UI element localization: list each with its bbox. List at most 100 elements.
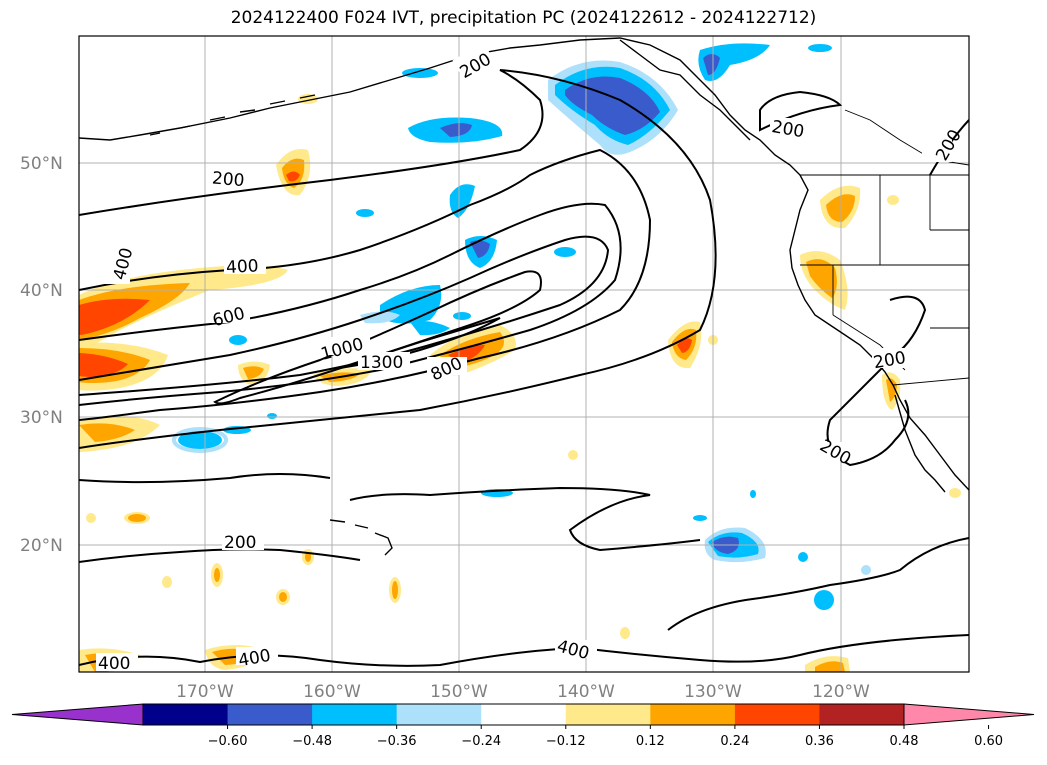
- bc-coast-detail: [619, 39, 751, 141]
- precip-east-peak: [677, 338, 692, 353]
- lat-label-20n: 20°N: [20, 536, 63, 556]
- contour-label-1300: 1300: [360, 353, 403, 373]
- precip-west-lower-peak: [79, 353, 128, 377]
- colorbar: −0.60 −0.48 −0.36 −0.24 −0.12 0.12 0.24 0.36 0.4…: [11, 703, 1035, 749]
- contour-label-400-c: 400: [98, 654, 130, 674]
- contour-label-200-b: 200: [211, 168, 245, 191]
- colorbar-tick-label: 0.60: [974, 734, 1003, 749]
- neg-dot-b: [814, 590, 834, 610]
- ivt-200-south: [79, 473, 701, 563]
- neg-ak-coast: [698, 43, 770, 81]
- precip-west-band: [79, 265, 288, 350]
- precip-dot-3-core: [392, 581, 398, 599]
- precip-dot-4-core: [279, 592, 287, 602]
- colorbar-segment: [396, 704, 482, 725]
- ivt-contours: [79, 69, 969, 667]
- colorbar-segment: [650, 704, 736, 725]
- colorbar-segment: [481, 704, 567, 725]
- colorbar-segment: [819, 704, 905, 725]
- precip-dot-13: [887, 195, 899, 205]
- colorbar-segment: [312, 704, 398, 725]
- ivt-200-north: [79, 69, 717, 449]
- colorbar-tick-label: 0.12: [636, 734, 665, 749]
- neg-ak-coast-core: [703, 54, 720, 75]
- neg-gulf-alaska-core: [565, 76, 660, 135]
- neg-dot-g: [267, 413, 277, 419]
- lat-label-40n: 40°N: [20, 281, 63, 301]
- neg-dot-c: [798, 552, 808, 562]
- neg-dot-e: [750, 490, 756, 498]
- colorbar-extend-max: [903, 703, 1035, 726]
- colorbar-extend-min: [11, 703, 144, 726]
- neg-dot-d: [861, 565, 871, 575]
- precip-west-band-peak: [79, 298, 150, 335]
- neg-dot-f: [402, 68, 438, 78]
- neg-band-2-core: [470, 240, 490, 258]
- ivt-400-south: [79, 537, 969, 667]
- colorbar-frame: [142, 703, 905, 726]
- neg-band-3-light: [360, 311, 400, 324]
- neg-ak-dot: [808, 44, 832, 52]
- neg-band-6: [554, 247, 576, 257]
- lon-label-170w: 170°W: [176, 682, 234, 702]
- lon-label-150w: 150°W: [430, 682, 488, 702]
- colorbar-tick-label: −0.24: [461, 734, 501, 749]
- colorbar-tick-label: 0.36: [805, 734, 834, 749]
- neg-band-4: [410, 320, 450, 336]
- baja-peninsula: [894, 394, 946, 493]
- precip-dot-11: [949, 488, 961, 498]
- colorbar-tick-label: 0.48: [890, 734, 919, 749]
- lon-axis: 170°W 160°W 150°W 140°W 130°W 120°W: [176, 682, 870, 702]
- precip-dot-9: [620, 627, 630, 639]
- neg-sw-1: [178, 431, 222, 449]
- precip-socal-core: [886, 378, 897, 402]
- colorbar-tick-label: −0.60: [208, 734, 248, 749]
- ivt-600: [79, 202, 622, 406]
- lon-label-160w: 160°W: [303, 682, 361, 702]
- colorbar-tick-label: −0.48: [292, 734, 332, 749]
- precip-dot-7: [86, 513, 96, 523]
- contour-labels: 200 200 200 200 200 200 200 400 400 400 …: [96, 42, 966, 674]
- precip-bottom-right-core: [815, 661, 845, 672]
- colorbar-segment: [143, 704, 229, 725]
- contour-label-200-g: 200: [224, 533, 256, 553]
- map-frame: [78, 35, 970, 673]
- lat-label-50n: 50°N: [20, 154, 63, 174]
- lon-label-120w: 120°W: [812, 682, 870, 702]
- ivt-400: [79, 148, 652, 421]
- precip-mid-left-core: [243, 366, 264, 379]
- lat-axis: 50°N 40°N 30°N 20°N: [20, 154, 63, 556]
- gridlines: [79, 36, 969, 672]
- lon-label-140w: 140°W: [557, 682, 615, 702]
- map-panel: 200 200 200 200 200 200 200 400 400 400 …: [79, 36, 969, 674]
- precip-sw-strip-core: [79, 423, 135, 442]
- ivt-800: [79, 235, 610, 396]
- precip-dot-6: [162, 576, 172, 588]
- neg-band-1: [449, 184, 475, 218]
- neg-north-1-core: [440, 123, 472, 137]
- lon-label-130w: 130°W: [684, 682, 742, 702]
- precip-north-blob-peak: [286, 171, 300, 182]
- colorbar-tick-label: −0.36: [377, 734, 417, 749]
- precip-dot-1-core: [128, 514, 146, 522]
- precip-dot-8: [568, 450, 578, 460]
- colorbar-segment: [565, 704, 651, 725]
- precip-california-core: [806, 259, 837, 298]
- colorbar-tick-label: −0.12: [546, 734, 586, 749]
- contour-label-400-b: 400: [226, 256, 259, 278]
- precip-dot-2-core: [214, 568, 220, 582]
- neg-dot-a: [693, 515, 707, 521]
- aleutian-chain: [149, 94, 316, 136]
- neg-sw-4: [356, 209, 374, 217]
- hawaii-main: [329, 519, 393, 556]
- colorbar-segment: [734, 704, 820, 725]
- neg-band-5: [453, 312, 471, 320]
- map-title: 2024122400 F024 IVT, precipitation PC (2…: [230, 8, 817, 28]
- colorbar-tick-label: 0.24: [720, 734, 749, 749]
- precip-dot-5-core: [305, 552, 311, 562]
- neg-sw-1-light: [172, 427, 228, 453]
- lat-label-30n: 30°N: [20, 408, 63, 428]
- colorbar-segment: [227, 704, 313, 725]
- neg-sw-3: [229, 335, 247, 345]
